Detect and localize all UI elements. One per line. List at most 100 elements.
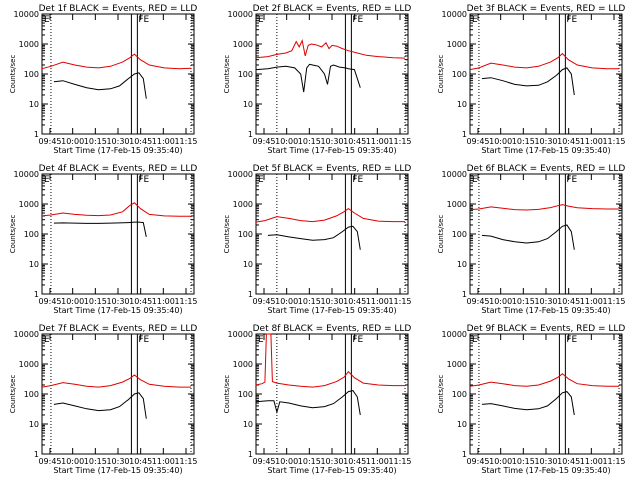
y-axis-label: Counts/sec	[9, 375, 17, 414]
x-axis-label: Start Time (17-Feb-15 09:35:40)	[267, 306, 396, 315]
x-tick-label: 10:15	[512, 297, 535, 306]
y-tick-label: 10	[243, 100, 253, 109]
panel-title: Det 8f BLACK = Events, RED = LLD	[253, 324, 412, 334]
panel-title: Det 7f BLACK = Events, RED = LLD	[39, 324, 198, 334]
plot-frame	[255, 13, 409, 135]
series-line-lld	[41, 202, 191, 217]
x-tick-label: 09:45	[252, 457, 275, 466]
plot-frame	[255, 173, 409, 295]
y-tick-label: 10000	[228, 170, 253, 179]
x-tick-label: 10:45	[557, 297, 580, 306]
y-axis-label: Counts/sec	[223, 55, 231, 94]
x-axis-label: Start Time (17-Feb-15 09:35:40)	[267, 466, 396, 475]
annotation-fe: FE	[138, 335, 149, 345]
x-axis-label: Start Time (17-Feb-15 09:35:40)	[53, 146, 182, 155]
series-line-lld	[469, 373, 619, 387]
series-line-events	[481, 224, 575, 250]
plot-frame	[469, 173, 623, 295]
x-tick-label: 11:00	[366, 457, 389, 466]
x-tick-label: 09:45	[38, 297, 61, 306]
annotation-e: E	[258, 15, 264, 25]
x-tick-label: 09:45	[466, 297, 489, 306]
x-tick-label: 11:00	[366, 297, 389, 306]
x-tick-label: 09:45	[38, 457, 61, 466]
x-tick-label: 10:00	[275, 297, 298, 306]
series-line-events	[255, 63, 361, 93]
panel-det-5: Det 5f BLACK = Events, RED = LLD 1 10 100 10…	[223, 164, 412, 315]
x-tick-label: 09:45	[466, 457, 489, 466]
x-tick-label: 10:00	[61, 137, 84, 146]
x-tick-label: 10:15	[84, 297, 107, 306]
panel-det-2: Det 2f BLACK = Events, RED = LLD 1 10 100 10…	[223, 4, 412, 155]
y-tick-label: 100	[238, 390, 253, 399]
y-tick-label: 1	[462, 130, 467, 139]
x-tick-label: 10:00	[489, 457, 512, 466]
panel-det-6: Det 6f BLACK = Events, RED = LLD 1 10 100 10…	[437, 164, 626, 315]
x-tick-label: 10:30	[106, 297, 129, 306]
x-tick-label: 11:15	[174, 457, 197, 466]
x-tick-label: 10:15	[84, 457, 107, 466]
annotation-e: E	[44, 335, 50, 345]
plot-frame	[41, 333, 195, 455]
series-line-events	[53, 221, 147, 238]
x-axis-label: Start Time (17-Feb-15 09:35:40)	[481, 306, 610, 315]
y-tick-label: 10	[29, 260, 39, 269]
plot-frame	[41, 13, 195, 135]
x-tick-label: 10:30	[106, 457, 129, 466]
x-tick-label: 10:45	[343, 457, 366, 466]
x-tick-label: 10:30	[106, 137, 129, 146]
x-tick-label: 11:15	[388, 297, 411, 306]
x-tick-label: 09:45	[252, 297, 275, 306]
annotation-fe: FE	[566, 15, 577, 25]
x-tick-label: 09:45	[252, 137, 275, 146]
x-tick-label: 10:30	[320, 457, 343, 466]
y-tick-label: 1000	[19, 200, 39, 209]
annotation-e: E	[258, 175, 264, 185]
y-tick-label: 1000	[19, 360, 39, 369]
series-line-lld	[255, 39, 406, 59]
x-tick-label: 10:30	[534, 137, 557, 146]
series-line-events	[481, 67, 575, 96]
y-tick-label: 10000	[228, 10, 253, 19]
series-line-events	[53, 392, 147, 419]
y-tick-label: 1	[34, 130, 39, 139]
y-tick-label: 1	[34, 450, 39, 459]
series-line-lld	[469, 204, 619, 211]
series-line-events	[267, 225, 361, 250]
x-tick-label: 10:15	[298, 297, 321, 306]
y-tick-label: 1	[248, 130, 253, 139]
x-tick-label: 10:15	[298, 137, 321, 146]
annotation-e: E	[44, 15, 50, 25]
y-tick-label: 10	[243, 260, 253, 269]
y-axis-label: Counts/sec	[223, 215, 231, 254]
x-tick-label: 11:15	[174, 137, 197, 146]
y-tick-label: 100	[238, 230, 253, 239]
y-axis-label: Counts/sec	[437, 215, 445, 254]
x-tick-label: 10:45	[343, 137, 366, 146]
x-tick-label: 10:45	[129, 457, 152, 466]
series-line-lld	[255, 207, 405, 223]
series-line-events	[255, 390, 361, 416]
y-tick-label: 10	[243, 420, 253, 429]
y-axis-label: Counts/sec	[223, 375, 231, 414]
y-tick-label: 100	[452, 230, 467, 239]
x-tick-label: 10:45	[129, 137, 152, 146]
x-tick-label: 11:00	[580, 297, 603, 306]
x-tick-label: 11:15	[174, 297, 197, 306]
y-tick-label: 10000	[14, 170, 39, 179]
panel-det-8: Det 8f BLACK = Events, RED = LLD 1 10 100 10…	[223, 324, 412, 475]
x-tick-label: 09:45	[466, 137, 489, 146]
x-tick-label: 11:15	[602, 457, 625, 466]
y-tick-label: 1000	[447, 40, 467, 49]
x-tick-label: 11:00	[152, 297, 175, 306]
x-axis-label: Start Time (17-Feb-15 09:35:40)	[53, 466, 182, 475]
x-tick-label: 10:30	[320, 137, 343, 146]
x-tick-label: 10:45	[129, 297, 152, 306]
series-line-events	[481, 391, 575, 416]
y-tick-label: 1000	[19, 40, 39, 49]
y-axis-label: Counts/sec	[9, 55, 17, 94]
plot-frame	[255, 333, 409, 455]
x-tick-label: 09:45	[38, 137, 61, 146]
x-tick-label: 11:00	[152, 137, 175, 146]
